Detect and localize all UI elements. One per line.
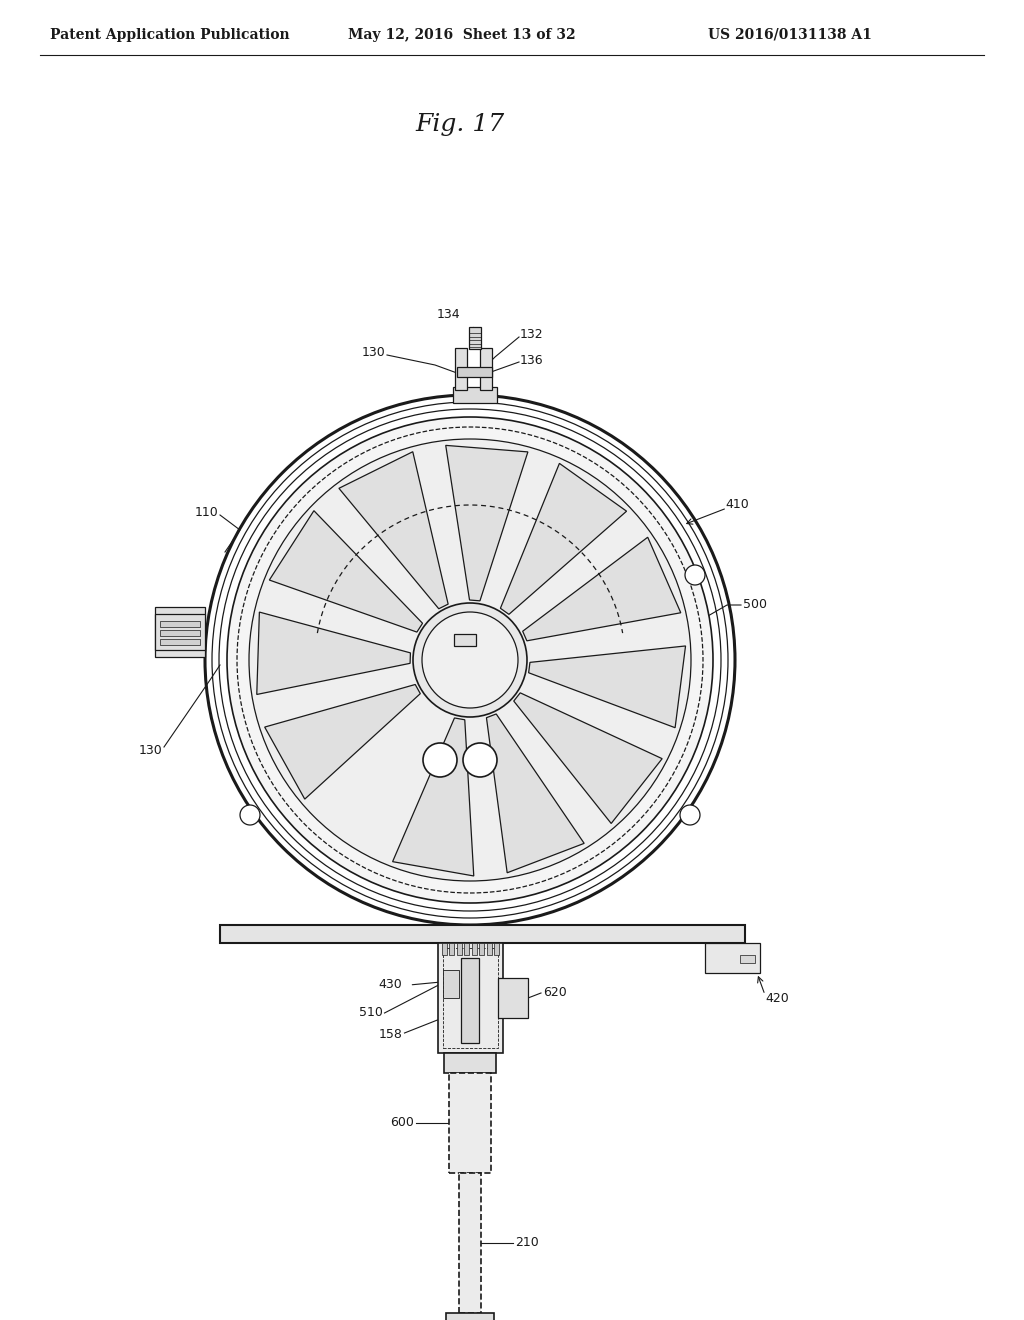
Text: 600: 600 bbox=[390, 1117, 414, 1130]
Text: 430: 430 bbox=[379, 978, 402, 991]
Bar bbox=[160, 639, 200, 645]
Bar bbox=[740, 954, 755, 964]
Polygon shape bbox=[528, 645, 685, 727]
Bar bbox=[457, 942, 462, 954]
Circle shape bbox=[423, 743, 457, 777]
Bar bbox=[441, 942, 446, 954]
Polygon shape bbox=[501, 463, 627, 614]
Text: 134: 134 bbox=[436, 309, 460, 322]
Text: 140: 140 bbox=[515, 631, 539, 644]
Text: 210: 210 bbox=[515, 1237, 539, 1250]
Text: 400: 400 bbox=[286, 553, 310, 566]
Text: 136: 136 bbox=[520, 354, 544, 367]
Bar bbox=[469, 327, 481, 348]
Polygon shape bbox=[514, 693, 663, 824]
Text: 510: 510 bbox=[358, 1006, 383, 1019]
Bar bbox=[449, 1073, 490, 1173]
Text: 560: 560 bbox=[498, 714, 522, 726]
Polygon shape bbox=[522, 537, 681, 640]
Text: 620: 620 bbox=[543, 986, 566, 999]
Polygon shape bbox=[269, 511, 423, 632]
Bar bbox=[444, 1053, 496, 1073]
Circle shape bbox=[685, 565, 705, 585]
Bar bbox=[453, 387, 497, 403]
Bar bbox=[480, 348, 492, 389]
Polygon shape bbox=[257, 612, 411, 694]
Text: US 2016/0131138 A1: US 2016/0131138 A1 bbox=[708, 28, 872, 42]
Bar bbox=[442, 970, 459, 998]
Bar bbox=[471, 942, 476, 954]
Bar bbox=[459, 1173, 481, 1313]
Bar bbox=[449, 942, 454, 954]
Text: May 12, 2016  Sheet 13 of 32: May 12, 2016 Sheet 13 of 32 bbox=[348, 28, 575, 42]
Circle shape bbox=[240, 805, 260, 825]
Text: Fig. 17: Fig. 17 bbox=[416, 114, 505, 136]
Polygon shape bbox=[392, 718, 474, 876]
Circle shape bbox=[413, 603, 527, 717]
Bar bbox=[486, 942, 492, 954]
Bar bbox=[457, 367, 492, 378]
Bar bbox=[479, 942, 484, 954]
Bar bbox=[461, 958, 479, 1043]
Bar bbox=[160, 620, 200, 627]
Polygon shape bbox=[264, 685, 420, 799]
Text: 110: 110 bbox=[195, 506, 218, 519]
Text: 420: 420 bbox=[765, 991, 788, 1005]
Bar bbox=[498, 978, 528, 1018]
Bar bbox=[455, 348, 467, 389]
Polygon shape bbox=[445, 445, 528, 601]
Text: 540: 540 bbox=[391, 631, 415, 644]
Bar bbox=[437, 942, 503, 1053]
Bar bbox=[220, 925, 745, 942]
Bar bbox=[155, 607, 205, 657]
Text: 410: 410 bbox=[725, 499, 749, 511]
Polygon shape bbox=[486, 714, 584, 873]
Text: 158: 158 bbox=[379, 1028, 402, 1041]
Polygon shape bbox=[339, 451, 449, 609]
Circle shape bbox=[422, 612, 518, 708]
Circle shape bbox=[227, 417, 713, 903]
Text: 130: 130 bbox=[361, 346, 385, 359]
Bar bbox=[155, 614, 205, 649]
Bar bbox=[494, 942, 499, 954]
Circle shape bbox=[680, 805, 700, 825]
Bar bbox=[442, 948, 498, 1048]
Bar bbox=[446, 1313, 494, 1320]
Circle shape bbox=[249, 440, 691, 880]
Bar bbox=[454, 634, 476, 645]
Text: 132: 132 bbox=[520, 329, 544, 342]
Bar bbox=[464, 942, 469, 954]
Text: 520: 520 bbox=[398, 714, 422, 726]
Text: Patent Application Publication: Patent Application Publication bbox=[50, 28, 290, 42]
Text: 500: 500 bbox=[743, 598, 767, 611]
Bar bbox=[160, 630, 200, 636]
Text: 550: 550 bbox=[276, 704, 300, 717]
Circle shape bbox=[463, 743, 497, 777]
Text: 130: 130 bbox=[138, 743, 162, 756]
Bar bbox=[705, 942, 760, 973]
